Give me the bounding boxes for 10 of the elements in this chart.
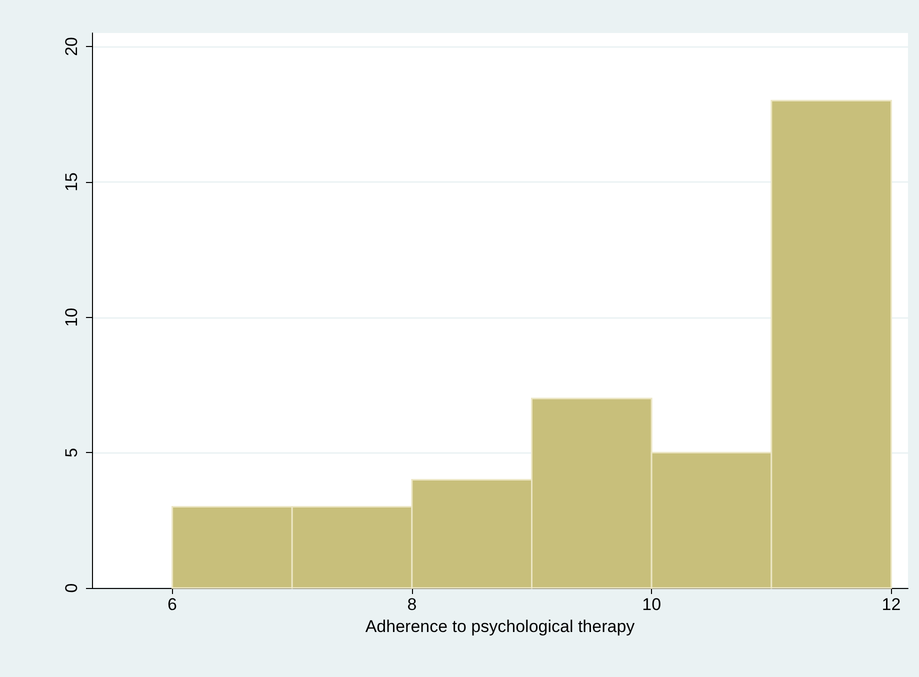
x-tick-label: 8	[407, 595, 417, 614]
y-tick-label: 20	[62, 37, 81, 56]
y-tick-label: 5	[62, 448, 81, 458]
y-tick-label: 10	[62, 308, 81, 327]
x-tick-label: 10	[642, 595, 662, 614]
x-tick-label: 6	[168, 595, 178, 614]
y-tick-label: 0	[62, 583, 81, 593]
x-tick-label: 12	[882, 595, 901, 614]
x-axis-title: Adherence to psychological therapy	[365, 617, 636, 636]
y-tick-label: 15	[62, 172, 81, 192]
